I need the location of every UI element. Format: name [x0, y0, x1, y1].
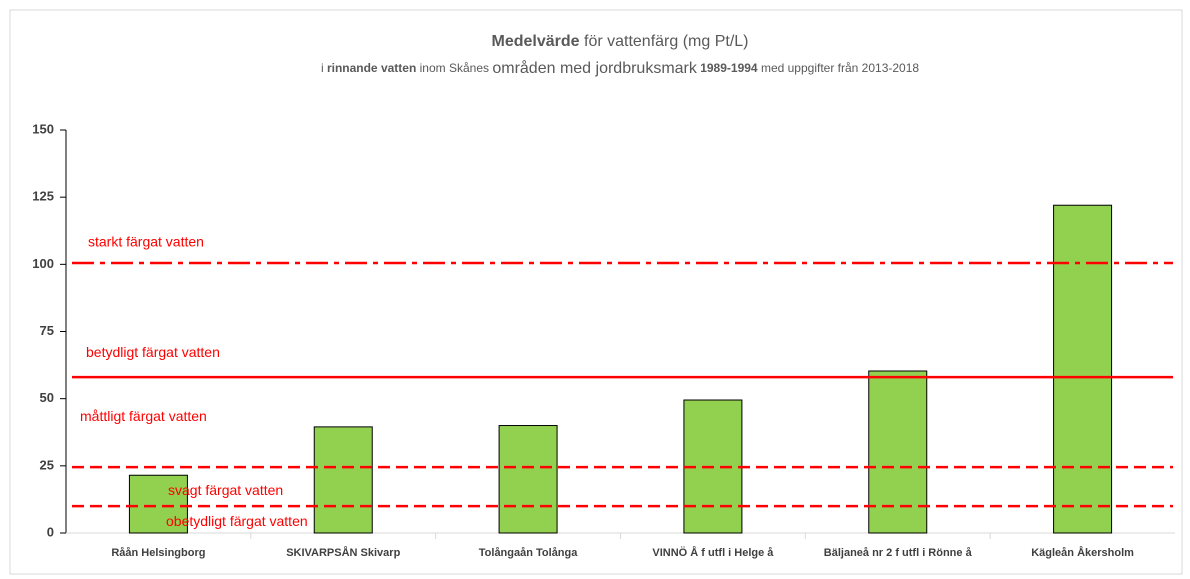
x-tick-label: Tolångaån Tolånga — [479, 547, 578, 559]
y-tick-label: 75 — [40, 323, 54, 338]
y-tick-label: 150 — [32, 121, 54, 136]
chart-title: Medelvärde för vattenfärg (mg Pt/L) — [492, 33, 749, 50]
bar — [128, 474, 188, 534]
bar — [868, 370, 928, 534]
title-run: Medelvärde — [492, 33, 580, 50]
x-tick-label: SKIVARPSÅN Skivarp — [286, 546, 400, 559]
x-tick-label: VINNÖ Å f utfl i Helge å — [652, 546, 774, 559]
subtitle-run: 1989-1994 — [697, 61, 758, 75]
y-tick-label: 125 — [32, 189, 54, 204]
y-tick-label: 50 — [40, 390, 54, 405]
bar — [1053, 204, 1113, 534]
y-tick-label: 0 — [47, 524, 54, 539]
title-run: för vattenfärg (mg Pt/L) — [580, 33, 749, 50]
y-tick-label: 25 — [40, 457, 54, 472]
subtitle-run: rinnande vatten — [327, 61, 416, 75]
y-tick-label: 100 — [32, 256, 54, 271]
reference-label: måttligt färgat vatten — [80, 408, 207, 424]
reference-label: obetydligt färgat vatten — [166, 513, 308, 529]
reference-label: starkt färgat vatten — [88, 234, 204, 250]
subtitle-run: i — [321, 61, 327, 75]
chart-border — [9, 9, 1183, 575]
reference-label: betydligt färgat vatten — [86, 344, 220, 360]
bar — [498, 425, 558, 534]
reference-label: svagt färgat vatten — [168, 482, 283, 498]
chart-subtitle: i rinnande vatten inom Skånes områden me… — [321, 59, 919, 77]
subtitle-run: med uppgifter från 2013-2018 — [758, 61, 920, 75]
subtitle-run: inom Skånes — [416, 61, 492, 75]
x-tick-label: Råån Helsingborg — [111, 547, 205, 559]
x-tick-label: Kägleån Åkersholm — [1031, 546, 1134, 559]
x-tick-label: Bäljaneå nr 2 f utfl i Rönne å — [824, 547, 973, 559]
subtitle-run: områden med jordbruksmark — [492, 59, 698, 77]
bar — [313, 426, 373, 534]
